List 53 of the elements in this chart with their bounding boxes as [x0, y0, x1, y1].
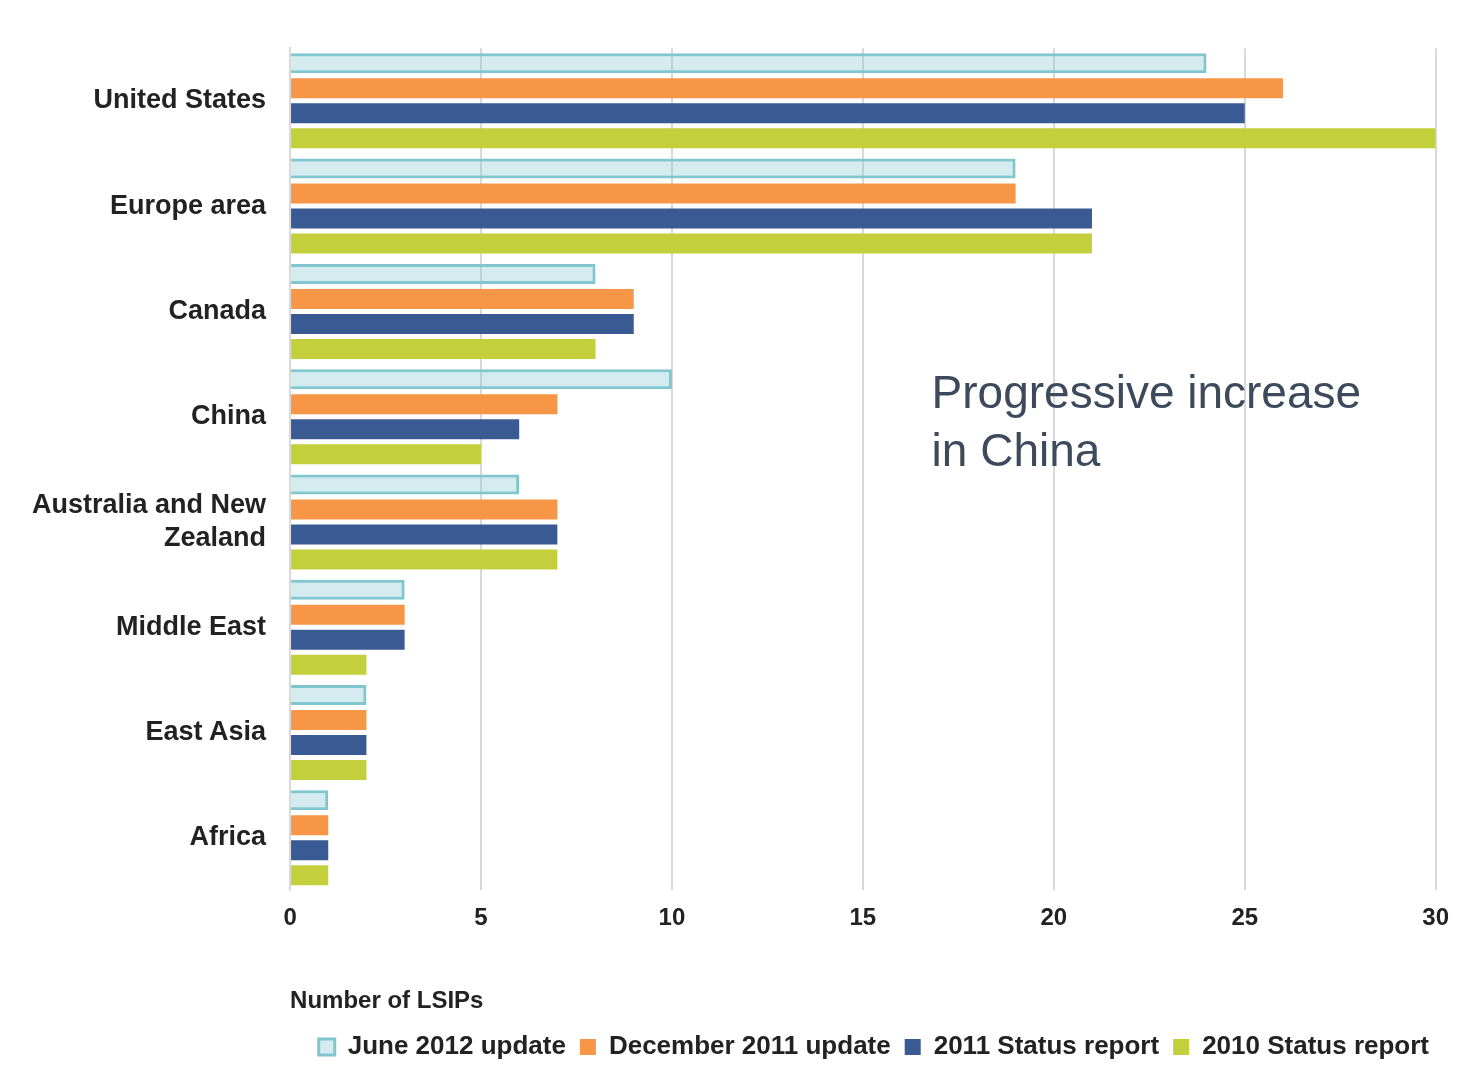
bar — [291, 865, 329, 886]
bar — [291, 233, 1092, 254]
x-tick-label: 20 — [1040, 903, 1068, 931]
bar — [291, 338, 596, 359]
bar — [291, 815, 329, 836]
x-tick-label: 15 — [849, 903, 877, 931]
bar — [291, 53, 1207, 74]
bar — [291, 734, 367, 755]
bar — [291, 549, 558, 570]
y-tick-label: United States — [93, 84, 267, 115]
x-axis-title: Number of LSIPs — [290, 986, 484, 1014]
bar — [291, 419, 520, 440]
bar — [291, 579, 405, 600]
bar — [291, 313, 634, 334]
bar — [291, 524, 558, 545]
x-tick-label: 25 — [1231, 903, 1259, 931]
bar — [291, 629, 405, 650]
y-tick-label: East Asia — [145, 715, 268, 746]
bar — [291, 288, 634, 309]
legend-label: December 2011 update — [608, 1030, 891, 1061]
bar — [291, 604, 405, 625]
x-tick-label: 5 — [474, 903, 488, 931]
legend-label: 2011 Status report — [933, 1030, 1160, 1061]
bar — [291, 444, 481, 465]
x-tick-label: 10 — [658, 903, 686, 931]
bar — [291, 263, 596, 284]
bar — [291, 709, 367, 730]
bar — [291, 78, 1283, 99]
y-tick-label: Australia and New Zealand — [32, 489, 268, 552]
bar — [291, 183, 1016, 204]
bar — [291, 208, 1092, 229]
bar — [291, 474, 520, 495]
legend-label: 2010 Status report — [1202, 1030, 1430, 1061]
bar — [291, 369, 672, 390]
bar — [291, 158, 1016, 179]
bar — [291, 759, 367, 780]
y-tick-label: Europe area — [109, 189, 268, 220]
x-tick-label: 0 — [283, 903, 297, 931]
bar — [291, 790, 329, 811]
x-tick-label: 30 — [1422, 903, 1449, 931]
y-tick-label: Middle East — [116, 610, 267, 641]
annotation: Progressive increase in China — [931, 366, 1362, 477]
bar — [291, 684, 367, 705]
bar — [291, 128, 1436, 149]
y-tick-label: Canada — [168, 294, 268, 325]
bar — [291, 394, 558, 415]
bar — [291, 840, 329, 861]
bar — [291, 103, 1245, 124]
bar — [291, 499, 558, 520]
bar — [291, 654, 367, 675]
y-tick-label: Africa — [189, 821, 268, 852]
y-tick-label: China — [191, 400, 268, 431]
legend-label: June 2012 update — [347, 1030, 566, 1061]
